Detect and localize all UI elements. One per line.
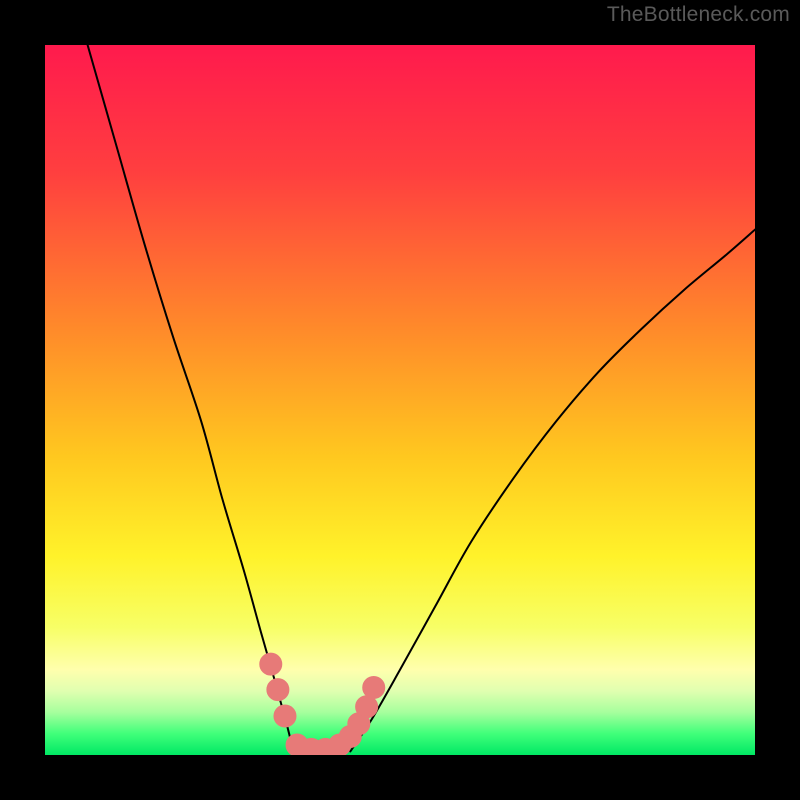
optimum-marker	[260, 653, 282, 675]
optimum-marker	[274, 705, 296, 727]
optimum-marker	[363, 677, 385, 699]
bottleneck-chart	[0, 0, 800, 800]
watermark: TheBottleneck.com	[607, 3, 790, 27]
chart-background	[45, 45, 755, 755]
optimum-marker	[267, 679, 289, 701]
